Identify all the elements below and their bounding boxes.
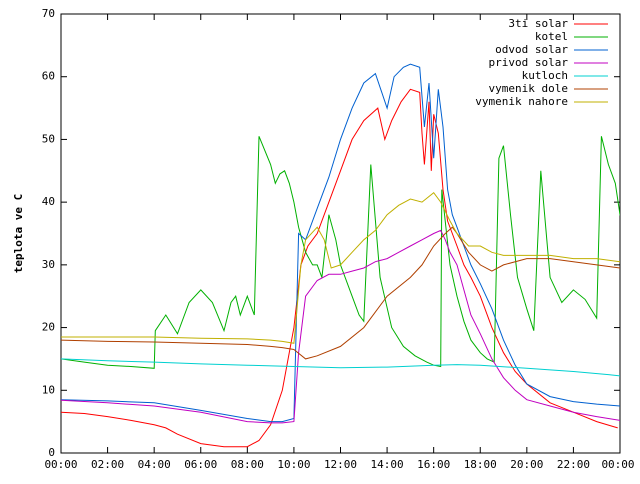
legend-label: 3ti solar xyxy=(508,17,568,30)
legend-label: vymenik dole xyxy=(489,82,568,95)
legend-label: kutloch xyxy=(522,69,568,82)
x-axis: 00:00 02:00 04:00 06:00 08:00 10:00 12:00 14:00… xyxy=(44,14,635,471)
x-tick-label: 12:00 xyxy=(324,458,357,471)
series-line-privod-solar xyxy=(61,229,620,424)
series-group xyxy=(61,63,620,448)
series-line-kutloch xyxy=(61,358,620,377)
series-line-kotel xyxy=(61,136,620,369)
series-line-odvod-solar xyxy=(61,63,620,423)
legend-label: kotel xyxy=(535,30,568,43)
legend-label: vymenik nahore xyxy=(475,95,568,108)
y-axis-title: teplota ve C xyxy=(12,194,25,273)
x-tick-label: 08:00 xyxy=(231,458,264,471)
y-tick-label: 60 xyxy=(42,70,55,83)
x-tick-label: 18:00 xyxy=(464,458,497,471)
y-tick-label: 0 xyxy=(48,446,55,459)
y-tick-label: 10 xyxy=(42,383,55,396)
series-line-vymenik-dole xyxy=(61,226,620,360)
x-tick-label: 22:00 xyxy=(557,458,590,471)
x-tick-label: 00:00 xyxy=(44,458,77,471)
legend-label: privod solar xyxy=(489,56,569,69)
y-tick-label: 40 xyxy=(42,195,55,208)
x-tick-label: 02:00 xyxy=(91,458,124,471)
series-line-vymenik-nahore xyxy=(61,191,620,344)
x-tick-label: 06:00 xyxy=(184,458,217,471)
y-axis: 0 10 20 30 40 50 60 70 xyxy=(42,7,620,459)
x-tick-label: 04:00 xyxy=(138,458,171,471)
legend-label: odvod solar xyxy=(495,43,568,56)
series-line-3ti-solar xyxy=(61,88,618,448)
x-tick-label: 16:00 xyxy=(417,458,450,471)
x-tick-label: 14:00 xyxy=(371,458,404,471)
x-tick-label: 00:00 xyxy=(601,458,634,471)
y-tick-label: 50 xyxy=(42,132,55,145)
x-tick-label: 10:00 xyxy=(277,458,310,471)
y-tick-label: 30 xyxy=(42,258,55,271)
y-tick-label: 20 xyxy=(42,321,55,334)
x-tick-label: 20:00 xyxy=(510,458,543,471)
y-tick-label: 70 xyxy=(42,7,55,20)
